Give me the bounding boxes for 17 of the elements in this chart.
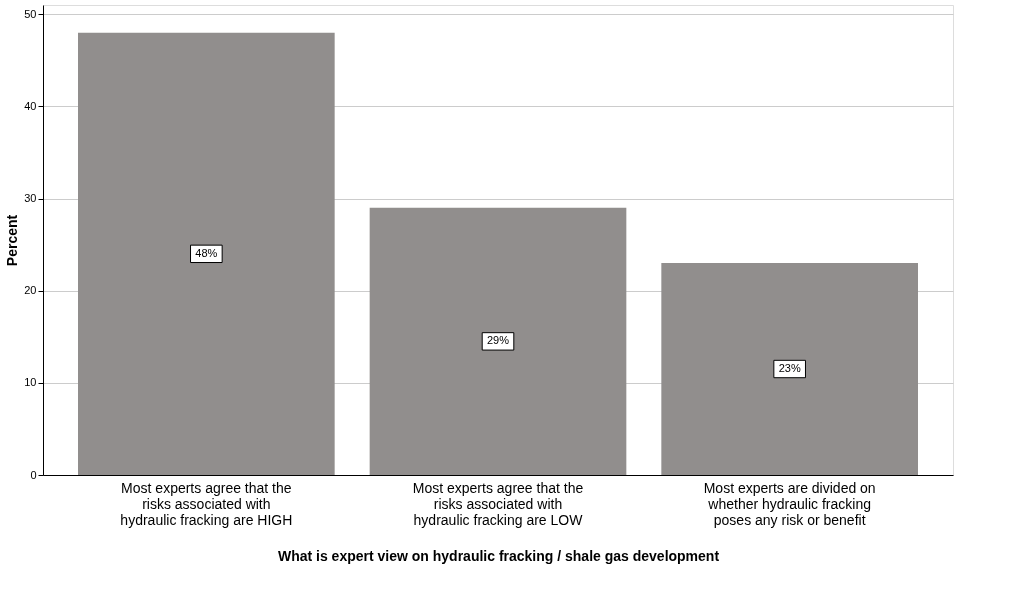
bar — [661, 263, 918, 475]
y-tick-label: 20 — [24, 284, 37, 297]
bar — [369, 207, 627, 475]
data-label: 23% — [778, 362, 801, 375]
bar — [78, 32, 335, 475]
y-tick-label: 50 — [24, 7, 37, 20]
x-tick-label: Most experts are divided on whether hydraulic fracking poses any risk or benefit — [703, 479, 876, 528]
data-label: 29% — [486, 334, 510, 347]
y-tick-label: 40 — [24, 99, 37, 112]
x-axis-title: What is expert view on hydraulic fracking / shale gas development — [277, 547, 720, 564]
y-axis-title: Percent — [4, 214, 21, 267]
y-tick-label: 30 — [24, 192, 37, 205]
x-tick-label: Most experts agree that the risks associated with hydraulic fracking are HIGH — [120, 479, 293, 528]
data-label: 48% — [195, 246, 218, 259]
x-tick-label: Most experts agree that the risks associated with hydraulic fracking are LOW — [412, 479, 584, 528]
y-tick-label: 10 — [24, 376, 37, 389]
y-tick-label: 0 — [30, 468, 37, 481]
